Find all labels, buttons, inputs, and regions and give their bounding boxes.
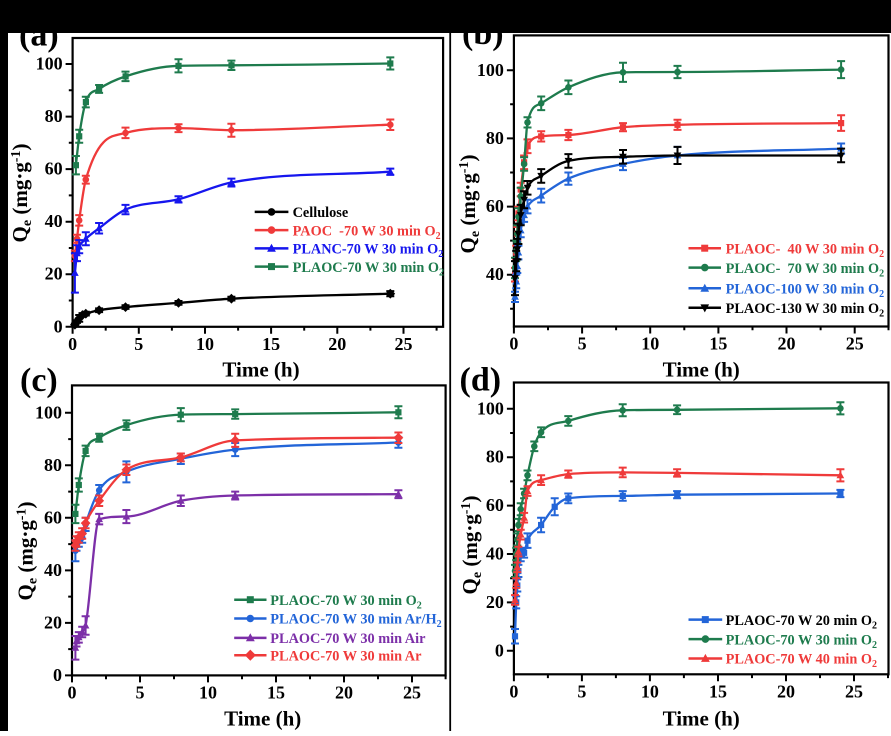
svg-text:60: 60	[486, 196, 504, 216]
svg-text:25: 25	[403, 682, 421, 702]
svg-text:10: 10	[641, 681, 659, 701]
svg-text:20: 20	[486, 592, 504, 612]
svg-text:20: 20	[45, 264, 63, 284]
svg-text:10: 10	[196, 334, 214, 354]
svg-text:20: 20	[44, 612, 62, 632]
svg-text:100: 100	[36, 54, 63, 74]
svg-text:0: 0	[54, 316, 63, 336]
svg-text:60: 60	[486, 495, 504, 515]
svg-text:(d): (d)	[460, 362, 502, 399]
svg-text:Qe (mg·g-1): Qe (mg·g-1)	[8, 144, 35, 243]
svg-text:PLAOC-70 W 30 min O2: PLAOC-70 W 30 min O2	[270, 593, 421, 612]
svg-text:15: 15	[267, 682, 285, 702]
svg-text:Time (h): Time (h)	[222, 357, 299, 381]
svg-text:80: 80	[45, 106, 63, 126]
svg-text:25: 25	[395, 334, 413, 354]
svg-text:PLAOC- 40 W 30 min O2: PLAOC- 40 W 30 min O2	[726, 241, 885, 260]
svg-text:15: 15	[709, 681, 727, 701]
svg-text:40: 40	[45, 211, 63, 231]
svg-text:Qe (mg·g-1): Qe (mg·g-1)	[456, 155, 483, 254]
svg-text:5: 5	[136, 682, 145, 702]
svg-text:0: 0	[495, 640, 504, 660]
svg-text:PLAOC-70 W 30 min Ar: PLAOC-70 W 30 min Ar	[270, 648, 422, 664]
svg-text:PAOC -70 W 30 min O2: PAOC -70 W 30 min O2	[293, 223, 441, 242]
svg-text:(c): (c)	[20, 362, 58, 399]
svg-text:60: 60	[45, 159, 63, 179]
svg-text:15: 15	[709, 334, 727, 354]
svg-text:0: 0	[509, 681, 518, 701]
svg-text:0: 0	[68, 334, 77, 354]
svg-text:PLAOC-70 W 30 min Ar/H2: PLAOC-70 W 30 min Ar/H2	[270, 612, 441, 631]
svg-text:PLAOC-130 W 30 min O2: PLAOC-130 W 30 min O2	[726, 301, 885, 320]
svg-text:80: 80	[486, 447, 504, 467]
svg-text:PLAOC-70 W 20 min O2: PLAOC-70 W 20 min O2	[726, 613, 877, 632]
svg-text:Cellulose: Cellulose	[293, 205, 349, 221]
svg-text:5: 5	[134, 334, 143, 354]
svg-text:10: 10	[199, 682, 217, 702]
svg-text:0: 0	[509, 334, 518, 354]
svg-text:Time (h): Time (h)	[663, 707, 740, 731]
svg-text:Time (h): Time (h)	[663, 357, 740, 381]
svg-text:100: 100	[477, 60, 504, 80]
svg-text:Qe (mg·g-1): Qe (mg·g-1)	[458, 496, 485, 595]
svg-text:15: 15	[262, 334, 280, 354]
svg-text:20: 20	[778, 334, 796, 354]
svg-text:PLAOC-70 W 30 min O2: PLAOC-70 W 30 min O2	[293, 260, 444, 279]
svg-text:25: 25	[845, 681, 863, 701]
svg-text:40: 40	[486, 264, 504, 284]
svg-text:PLAOC-70 W 40 min O2: PLAOC-70 W 40 min O2	[726, 652, 877, 671]
svg-text:5: 5	[578, 334, 587, 354]
svg-text:5: 5	[577, 681, 586, 701]
svg-text:Qe (mg·g-1): Qe (mg·g-1)	[14, 502, 41, 601]
svg-text:40: 40	[486, 544, 504, 564]
svg-text:80: 80	[486, 128, 504, 148]
svg-text:20: 20	[328, 334, 346, 354]
svg-text:PLAOC- 70 W 30 min O2: PLAOC- 70 W 30 min O2	[726, 261, 885, 280]
svg-text:PLAOC-70 W 30 min Air: PLAOC-70 W 30 min Air	[270, 631, 426, 647]
svg-text:40: 40	[44, 560, 62, 580]
svg-text:80: 80	[44, 455, 62, 475]
svg-text:0: 0	[68, 682, 77, 702]
svg-text:100: 100	[35, 402, 62, 422]
svg-text:20: 20	[777, 681, 795, 701]
svg-text:Time (h): Time (h)	[224, 707, 301, 731]
svg-text:100: 100	[477, 398, 504, 418]
svg-text:0: 0	[53, 665, 62, 685]
svg-text:20: 20	[335, 682, 353, 702]
svg-text:PLAOC-100 W 30 min O2: PLAOC-100 W 30 min O2	[726, 282, 885, 301]
svg-text:PLAOC-70 W 30 min O2: PLAOC-70 W 30 min O2	[726, 632, 877, 651]
svg-text:PLANC-70 W 30 min O2: PLANC-70 W 30 min O2	[293, 242, 444, 261]
svg-text:25: 25	[846, 334, 864, 354]
svg-text:60: 60	[44, 507, 62, 527]
svg-text:10: 10	[641, 334, 659, 354]
